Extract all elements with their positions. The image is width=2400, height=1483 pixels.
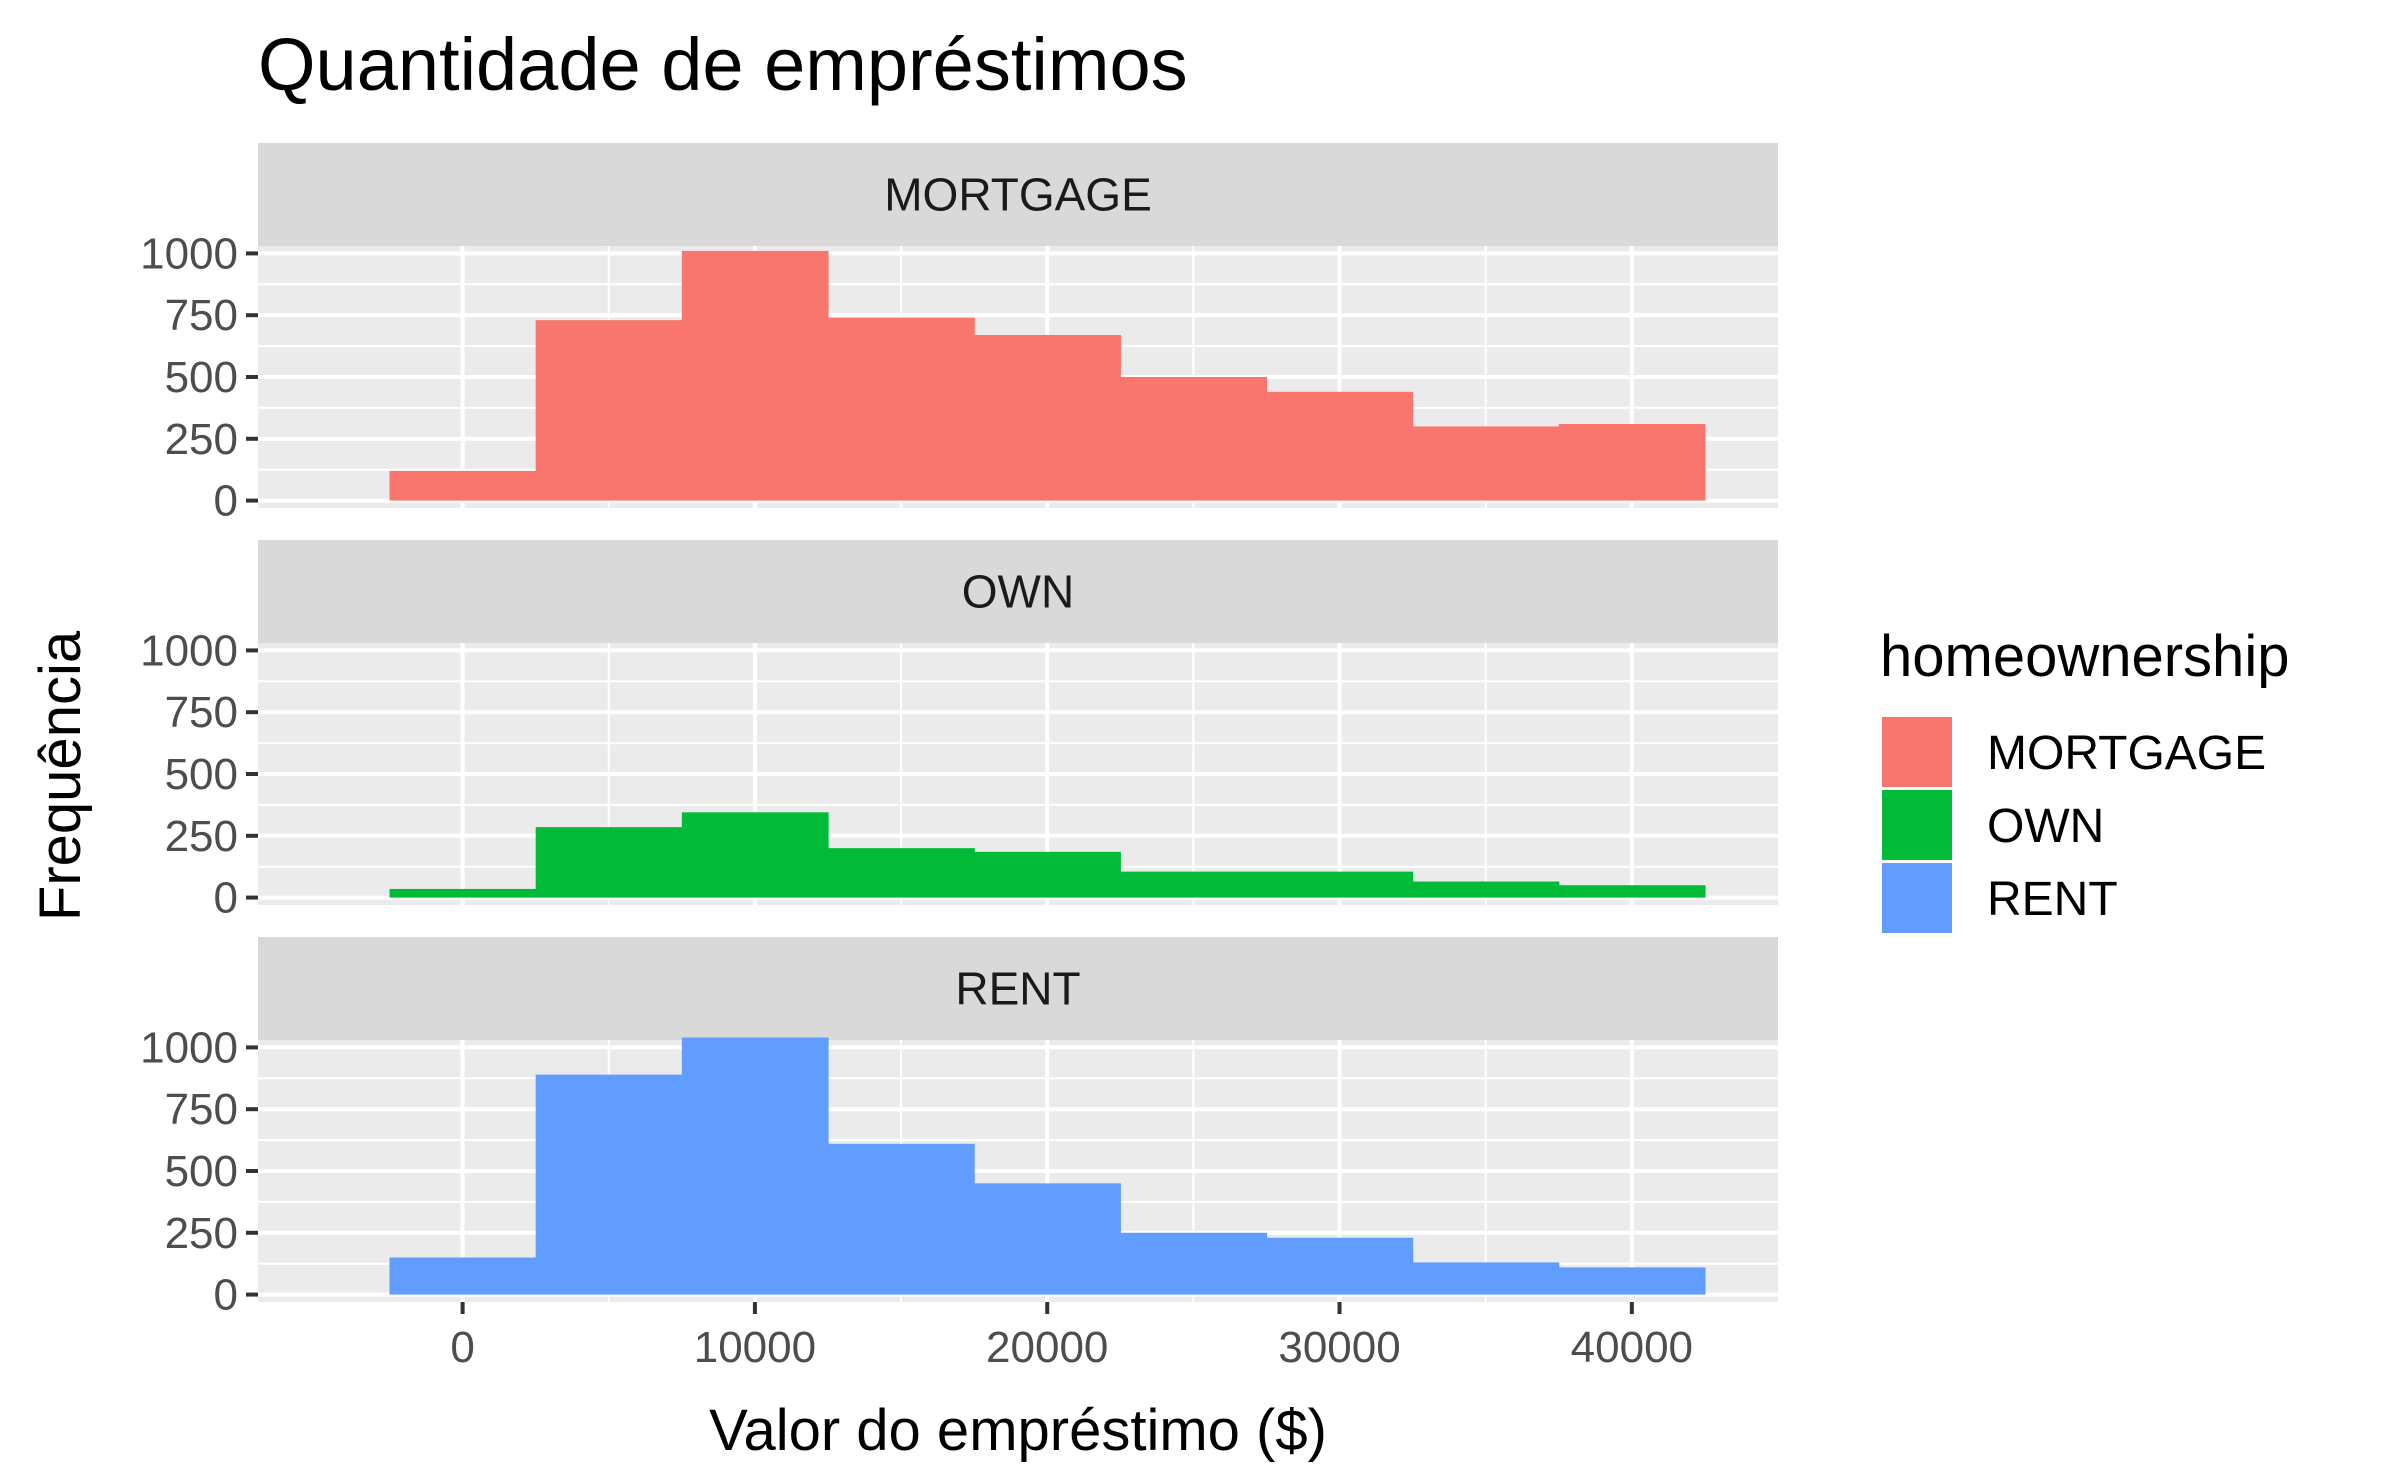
- legend-label-rent: RENT: [1987, 873, 2118, 926]
- facet-panels: MORTGAGE02505007501000OWN02505007501000R…: [140, 143, 1778, 1320]
- chart-title: Quantidade de empréstimos: [258, 23, 1188, 106]
- facet-strip-label: OWN: [962, 566, 1074, 618]
- bar-rent: [974, 1183, 1121, 1295]
- y-tick-label: 0: [214, 1271, 238, 1320]
- legend-title: homeownership: [1880, 624, 2289, 689]
- bar-own: [535, 827, 683, 898]
- facet-own: OWN 0 250 500 750 1000: [140, 540, 1778, 923]
- y-tick-label: 750: [165, 688, 238, 737]
- facet-rent: RENT 0 250 500 750 1000: [140, 937, 1778, 1320]
- bar-own: [828, 848, 975, 898]
- facet-strip-label: RENT: [955, 963, 1080, 1015]
- bar-rent: [1120, 1232, 1268, 1295]
- y-tick-label: 0: [214, 477, 238, 526]
- bar-own: [1412, 881, 1560, 898]
- legend: homeownership MORTGAGE OWN RENT: [1880, 624, 2289, 933]
- y-tick-label: 250: [165, 415, 238, 464]
- bar-rent: [828, 1143, 975, 1295]
- facet-strip: [258, 143, 1778, 246]
- bar-own: [1558, 885, 1706, 898]
- bar-mortgage: [389, 470, 537, 501]
- bar-mortgage: [535, 320, 683, 501]
- y-tick-label: 500: [165, 1147, 238, 1196]
- x-tick-label: 0: [450, 1323, 474, 1372]
- bar-mortgage: [1558, 423, 1706, 501]
- legend-key-rent: [1882, 863, 1952, 933]
- y-tick-label: 750: [165, 1085, 238, 1134]
- x-tick-label: 20000: [986, 1323, 1108, 1372]
- bar-mortgage: [828, 317, 975, 501]
- y-tick-label: 1000: [140, 1023, 238, 1072]
- facet-strip: [258, 540, 1778, 643]
- facet-mortgage: MORTGAGE 0 250 500 750 1000: [140, 143, 1778, 526]
- bar-own: [681, 812, 829, 898]
- facet-strip-label: MORTGAGE: [884, 169, 1152, 221]
- bar-mortgage: [1412, 426, 1560, 501]
- bar-rent: [1412, 1262, 1560, 1295]
- bar-rent: [681, 1037, 829, 1295]
- y-tick-label: 500: [165, 750, 238, 799]
- legend-label-own: OWN: [1987, 800, 2104, 853]
- x-axis: 0 10000 20000 30000 40000: [450, 1302, 1693, 1372]
- y-tick-label: 0: [214, 874, 238, 923]
- bar-mortgage: [974, 334, 1121, 501]
- bar-mortgage: [1120, 377, 1268, 501]
- bar-own: [1120, 871, 1268, 898]
- y-tick-label: 250: [165, 1209, 238, 1258]
- bar-rent: [1266, 1237, 1414, 1295]
- x-axis-title: Valor do empréstimo ($): [709, 1398, 1327, 1463]
- x-tick-label: 10000: [694, 1323, 816, 1372]
- y-tick-label: 750: [165, 291, 238, 340]
- bar-own: [389, 888, 537, 898]
- y-tick-label: 1000: [140, 626, 238, 675]
- facet-strip: [258, 937, 1778, 1040]
- bar-rent: [1558, 1267, 1706, 1295]
- x-tick-label: 30000: [1278, 1323, 1400, 1372]
- y-tick-label: 1000: [140, 229, 238, 278]
- bar-mortgage: [1266, 391, 1414, 501]
- bar-rent: [389, 1257, 537, 1295]
- bar-own: [974, 851, 1121, 898]
- legend-key-own: [1882, 790, 1952, 860]
- legend-key-mortgage: [1882, 717, 1952, 787]
- y-tick-label: 250: [165, 812, 238, 861]
- legend-label-mortgage: MORTGAGE: [1987, 727, 2266, 780]
- y-axis-title: Frequência: [28, 630, 93, 921]
- bar-own: [1266, 871, 1414, 898]
- bar-rent: [535, 1074, 683, 1295]
- bar-mortgage: [681, 250, 829, 501]
- x-tick-label: 40000: [1571, 1323, 1693, 1372]
- y-tick-label: 500: [165, 353, 238, 402]
